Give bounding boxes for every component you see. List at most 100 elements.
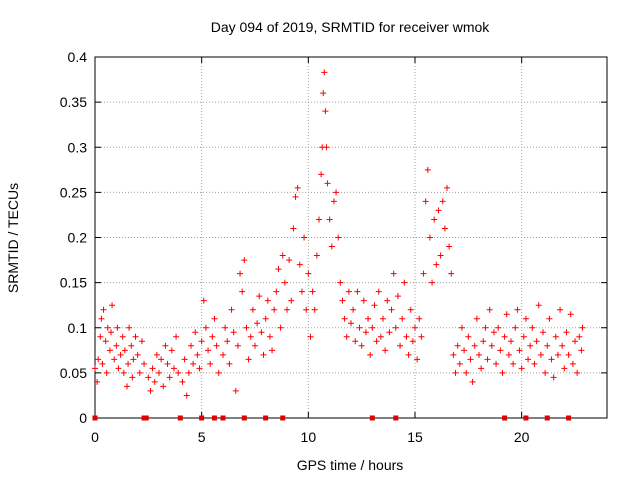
data-point <box>264 297 271 304</box>
data-point <box>115 365 122 372</box>
data-point <box>478 365 485 372</box>
x-tick-label: 0 <box>91 429 99 445</box>
data-point <box>296 261 303 268</box>
data-point <box>132 333 139 340</box>
data-point <box>452 369 459 376</box>
data-point <box>151 378 158 385</box>
data-point <box>228 306 235 313</box>
data-point <box>103 369 110 376</box>
data-point <box>554 351 561 358</box>
data-point <box>469 378 476 385</box>
data-point <box>426 234 433 241</box>
data-point <box>454 342 461 349</box>
data-point <box>343 333 350 340</box>
data-point <box>194 351 201 358</box>
data-point <box>215 369 222 376</box>
data-point <box>416 315 423 322</box>
data-point <box>168 347 175 354</box>
data-point <box>450 351 457 358</box>
data-point <box>433 261 440 268</box>
gap-marker <box>544 415 550 421</box>
data-point <box>354 288 361 295</box>
data-point <box>473 315 480 322</box>
data-point <box>490 329 497 336</box>
data-point <box>292 193 299 200</box>
data-point <box>271 306 278 313</box>
data-point <box>516 347 523 354</box>
data-point <box>574 369 581 376</box>
data-point <box>463 369 470 376</box>
data-point <box>495 324 502 331</box>
data-point <box>367 351 374 358</box>
data-point <box>224 338 231 345</box>
data-point <box>239 288 246 295</box>
data-point <box>486 306 493 313</box>
data-point <box>179 378 186 385</box>
data-point <box>337 279 344 286</box>
data-point <box>307 333 314 340</box>
data-point <box>134 351 141 358</box>
data-point <box>527 342 534 349</box>
data-point <box>95 356 102 363</box>
data-point <box>213 342 220 349</box>
data-point <box>162 342 169 349</box>
data-point <box>356 324 363 331</box>
data-point <box>258 329 265 336</box>
data-point <box>384 297 391 304</box>
data-point <box>439 198 446 205</box>
x-tick-label: 15 <box>407 429 423 445</box>
data-point <box>117 351 124 358</box>
data-point <box>94 378 101 385</box>
y-tick-label: 0.2 <box>68 230 88 246</box>
data-point <box>382 347 389 354</box>
data-point <box>249 306 256 313</box>
y-tick-label: 0.15 <box>60 275 87 291</box>
data-point <box>260 351 267 358</box>
data-point <box>576 333 583 340</box>
data-point <box>323 144 330 151</box>
data-point <box>241 257 248 264</box>
data-point <box>565 351 572 358</box>
data-point <box>245 356 252 363</box>
gap-marker <box>199 415 205 421</box>
data-point <box>166 374 173 381</box>
data-point <box>237 270 244 277</box>
data-point <box>311 306 318 313</box>
gap-marker <box>393 415 399 421</box>
data-point <box>113 342 120 349</box>
data-point <box>305 270 312 277</box>
data-point <box>456 360 463 367</box>
data-point <box>141 360 148 367</box>
gap-marker <box>523 415 529 421</box>
data-point <box>281 279 288 286</box>
data-point <box>567 311 574 318</box>
data-point <box>303 306 310 313</box>
data-point <box>465 333 472 340</box>
data-point <box>377 333 384 340</box>
data-point <box>390 270 397 277</box>
data-point <box>569 360 576 367</box>
data-point <box>126 324 133 331</box>
data-point <box>220 351 226 358</box>
data-point <box>279 252 286 259</box>
data-point <box>273 288 280 295</box>
data-point <box>373 338 380 345</box>
data-point <box>510 360 517 367</box>
data-point <box>572 338 578 345</box>
data-point <box>350 306 357 313</box>
data-point <box>358 342 365 349</box>
data-point <box>200 297 207 304</box>
data-point <box>365 315 372 322</box>
data-point <box>188 342 194 349</box>
data-point <box>288 297 295 304</box>
data-point <box>192 329 199 336</box>
data-point <box>503 311 510 318</box>
data-point <box>209 333 216 340</box>
data-point <box>256 293 263 300</box>
data-point <box>222 324 229 331</box>
data-point <box>505 351 512 358</box>
data-point <box>386 329 393 336</box>
data-point <box>98 315 105 322</box>
x-tick-label: 20 <box>514 429 530 445</box>
data-point <box>414 356 421 363</box>
